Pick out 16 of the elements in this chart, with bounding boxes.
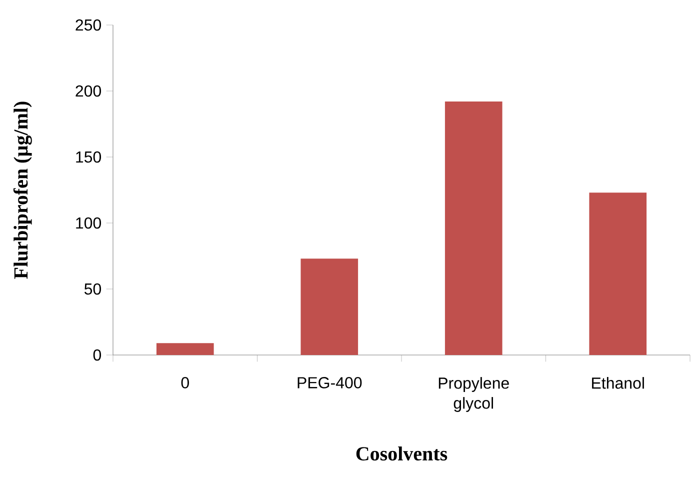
y-tick-label: 0 [93, 349, 102, 361]
y-tick-label: 50 [84, 283, 102, 295]
y-tick-label: 200 [76, 85, 102, 97]
x-tick-label: Ethanol [592, 377, 644, 389]
bar [589, 192, 647, 355]
x-tick-label: PEG-400 [298, 377, 362, 388]
y-tick-label: 150 [76, 151, 102, 163]
x-axis-title: Cosolvents [356, 446, 448, 461]
bar [444, 102, 502, 355]
bar [300, 258, 358, 355]
bar [156, 343, 214, 355]
x-tick-label: Propylene glycol [438, 377, 509, 412]
x-tick-label: 0 [181, 377, 189, 388]
y-tick-label: 100 [76, 217, 102, 229]
y-tick-label: 250 [76, 19, 102, 31]
y-axis-title: Flurbiprofen (µg/ml) [13, 102, 32, 279]
